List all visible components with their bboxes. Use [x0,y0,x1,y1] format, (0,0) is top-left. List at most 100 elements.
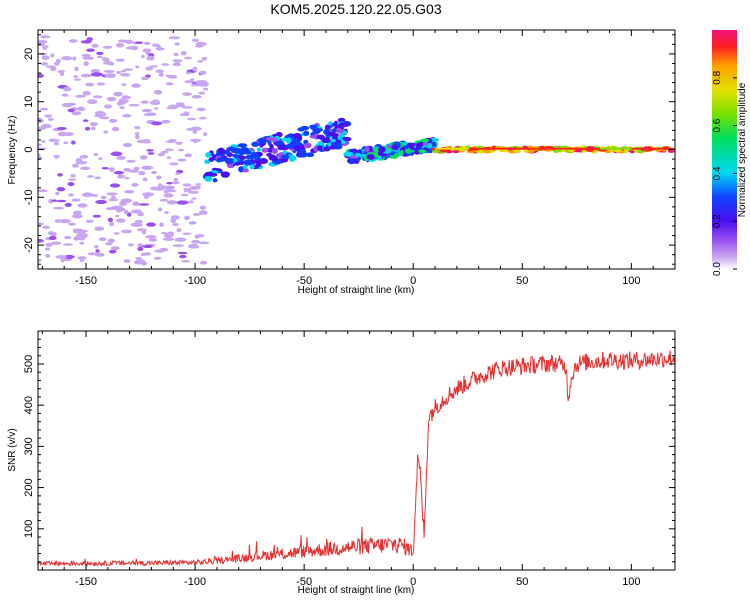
spectrogram-cell [336,127,342,132]
spectrogram-cell [68,178,77,181]
colorbar-tick-label: 0.8 [712,70,723,84]
spectrogram-cell [275,141,284,146]
spectrogram-cell [106,192,118,196]
spectrogram-cell [96,82,106,86]
spectrogram-cell [142,244,153,249]
spectrogram-cell [86,99,98,105]
spectrogram-cell [174,42,180,46]
spectrogram-ridge-cell [620,147,624,150]
spectrogram-cell [101,167,109,170]
spectrogram-cell [199,260,207,265]
spectrogram-cell [120,69,126,73]
spectrogram-cell [118,201,128,206]
spectrogram-cell [111,126,120,132]
spectrogram-cell [137,246,144,252]
spectrogram-cell [141,165,154,170]
spectrogram-cell [251,141,260,147]
spectrogram-ridge-cell [492,147,496,150]
spectrogram-ridge-cell [628,147,632,150]
spectrogram-cell [123,259,131,263]
spectrogram-cell [355,152,362,157]
spectrogram-cell [194,44,204,48]
spectrogram-ridge-cell [589,147,593,150]
spectrogram-cell [391,145,399,150]
spectrogram-cell [304,142,312,149]
spectrogram-cell [237,143,248,148]
spectrogram-cell [141,76,149,81]
spectrogram-cell [148,238,158,242]
spectrogram-cell [38,143,42,147]
spectrogram-cell [98,237,107,242]
spectrogram-cell [220,171,230,178]
spectrogram-cell [239,158,244,163]
spectrogram-cell [568,148,574,153]
spectrogram-cell [75,94,86,98]
spectrogram-xtick-label: -150 [75,275,97,287]
spectrogram-cell [418,149,427,154]
spectrogram-cell [140,252,146,257]
spectrogram-cell [79,241,85,245]
spectrogram-cell [317,140,325,147]
spectrogram-ridge-cell [668,147,672,150]
spectrogram-cell [136,139,147,144]
spectrogram-cell [103,61,114,65]
spectrogram-cell [42,225,51,229]
spectrogram-ridge-cell [442,147,446,150]
spectrogram-cell [90,72,103,77]
spectrogram-cell [203,132,208,137]
spectrogram-ridge-cell [521,147,525,150]
spectrogram-cell [48,235,57,241]
spectrogram-cell [163,193,174,198]
spectrogram-cell [188,221,197,225]
snr-ticks: -150 -100 -50 0 50 100 100 200 300 400 500 [23,330,676,588]
spectrogram-cell [174,237,187,242]
spectrogram-cell [366,154,375,160]
spectrogram-ridge-cell [448,147,452,150]
spectrogram-cell [68,222,76,226]
spectrogram-cell [169,162,179,166]
spectrogram-ridge-cell [484,147,488,150]
spectrogram-cell [146,55,155,61]
spectrogram-cell [71,214,83,219]
spectrogram-cell [167,74,178,79]
spectrogram-ytick-label: 10 [23,96,35,108]
spectrogram-ylabel: Frequency (Hz) [7,116,18,185]
colorbar-tick-label: 0.4 [712,166,723,180]
spectrogram-cell [146,149,154,152]
colorbar-tick-label: 0.0 [712,262,723,276]
spectrogram-cell [105,242,113,246]
spectrogram-ridge-cell [435,147,439,150]
spectrogram-cell [92,214,102,218]
spectrogram-cell [75,160,88,165]
spectrogram-cell [157,207,163,212]
spectrogram-cell [199,70,207,75]
spectrogram-cell [245,154,255,160]
spectrogram-cell [103,104,112,109]
spectrogram-cell [67,182,75,187]
spectrogram-cell [53,142,60,146]
spectrogram-cell [159,198,169,202]
spectrogram-ridge-cell [563,147,567,150]
spectrogram-cell [328,121,333,126]
spectrogram-cell [121,83,127,87]
spectrogram-ridge-cell [550,147,554,150]
spectrogram-cell [97,157,103,160]
spectrogram-ridge-cell [487,147,491,150]
spectrogram-cell [38,189,48,193]
spectrogram-ridge-cell [615,147,619,150]
spectrogram-cell [189,138,202,143]
colorbar-tick-label: 0.6 [712,118,723,132]
spectrogram-cell [128,243,134,247]
spectrogram-cell [51,139,60,142]
spectrogram-cell [63,254,75,259]
spectrogram-ridge-cell [534,147,538,150]
spectrogram-cell [165,188,173,193]
spectrogram-cell [173,177,179,182]
spectrogram-cell [160,150,169,154]
spectrogram-cell [44,114,53,118]
spectrogram-cell [81,53,91,58]
spectrogram-ridge-cell [476,147,480,150]
spectrogram-cell [333,141,343,149]
spectrogram-cell [135,65,140,69]
